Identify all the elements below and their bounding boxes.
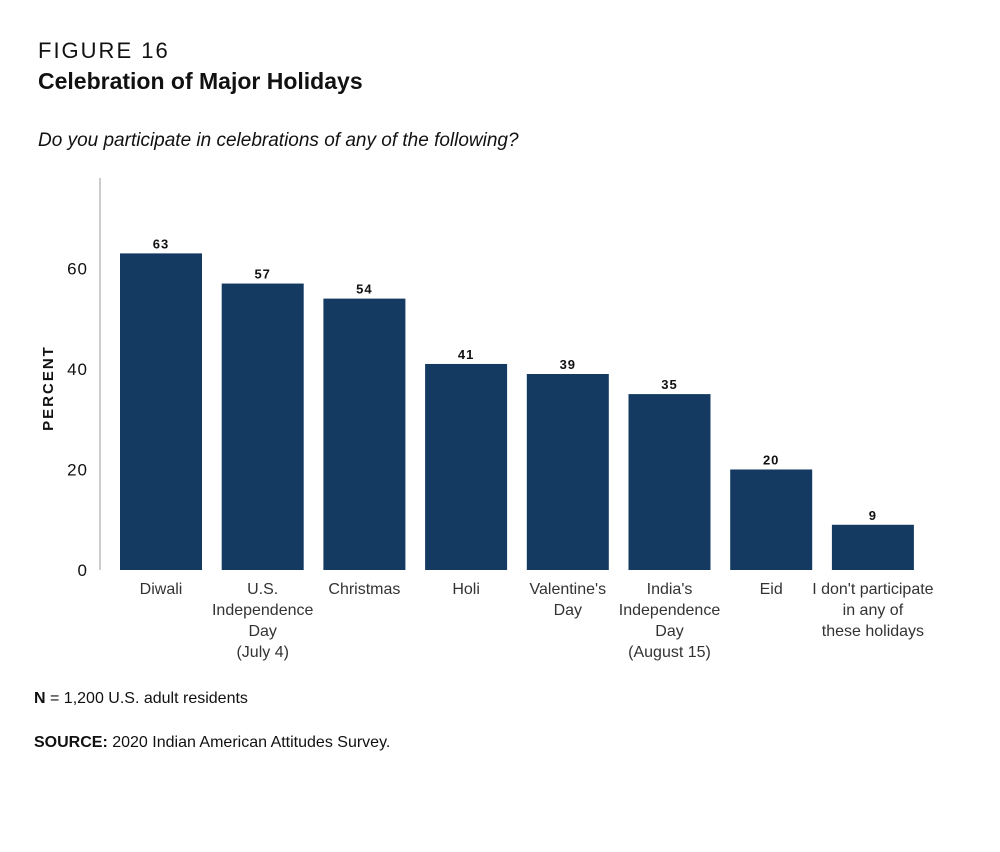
x-category-label: India's	[647, 581, 693, 598]
x-category-label: in any of	[843, 602, 904, 619]
y-axis-title: PERCENT	[40, 345, 57, 431]
bar	[831, 524, 914, 570]
source-note: SOURCE: 2020 Indian American Attitudes S…	[34, 734, 390, 752]
chart-question: Do you participate in celebrations of an…	[38, 130, 519, 151]
x-category-label: Valentine's	[530, 581, 607, 598]
y-tick-label: 60	[67, 259, 88, 278]
data-label: 20	[763, 452, 779, 467]
bar-chart: 0 20 40 60 PERCENT 63 Diwali 57 U.S. Independence…	[40, 178, 934, 661]
bar	[323, 298, 406, 570]
source-label: SOURCE:	[34, 734, 108, 751]
data-label: 9	[869, 508, 877, 523]
sample-size-note: N = 1,200 U.S. adult residents	[34, 690, 248, 708]
sample-size-label: N	[34, 690, 46, 707]
bar	[120, 253, 202, 570]
bar	[425, 363, 508, 570]
data-label: 57	[254, 267, 270, 282]
x-category-label: I don't participate	[812, 581, 933, 598]
y-tick-label: 0	[78, 561, 88, 580]
figure-label: FIGURE 16	[38, 38, 170, 63]
x-category-label: (July 4)	[236, 644, 288, 661]
data-label: 35	[661, 377, 677, 392]
x-category-label: (August 15)	[628, 644, 711, 661]
data-label: 41	[458, 347, 474, 362]
x-category-label: Day	[554, 602, 582, 619]
source-text: 2020 Indian American Attitudes Survey.	[107, 734, 391, 751]
x-category-label: these holidays	[822, 623, 924, 640]
data-label: 63	[153, 236, 169, 251]
x-category-label: Eid	[760, 581, 783, 598]
bar	[730, 469, 813, 570]
bar	[526, 374, 609, 570]
x-category-label: Day	[248, 623, 276, 640]
x-category-label: Holi	[452, 581, 480, 598]
chart-title: Celebration of Major Holidays	[38, 68, 363, 94]
x-category-label: Day	[655, 623, 683, 640]
data-label: 54	[356, 282, 372, 297]
x-category-label: U.S.	[247, 581, 278, 598]
bar	[221, 283, 304, 570]
sample-size-text: = 1,200 U.S. adult residents	[45, 690, 248, 707]
x-category-label: Christmas	[328, 581, 400, 598]
y-tick-label: 40	[67, 360, 88, 379]
data-label: 39	[560, 357, 576, 372]
y-tick-label: 20	[67, 460, 88, 479]
x-category-label: Diwali	[140, 581, 183, 598]
x-category-label: Independence	[619, 602, 721, 619]
x-category-label: Independence	[212, 602, 314, 619]
bar	[628, 394, 711, 570]
